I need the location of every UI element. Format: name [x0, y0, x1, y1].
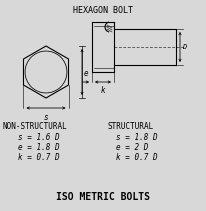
- Text: k = 0.7 D: k = 0.7 D: [115, 153, 157, 162]
- Text: e = 2 D: e = 2 D: [115, 143, 148, 152]
- Text: D: D: [181, 44, 185, 50]
- Text: e = 1.8 D: e = 1.8 D: [18, 143, 59, 152]
- Text: NON-STRUCTURAL: NON-STRUCTURAL: [3, 122, 67, 131]
- Text: k = 0.7 D: k = 0.7 D: [18, 153, 59, 162]
- Text: s = 1.6 D: s = 1.6 D: [18, 133, 59, 142]
- Text: HEXAGON BOLT: HEXAGON BOLT: [73, 6, 132, 15]
- Text: k: k: [100, 86, 105, 95]
- Text: ISO METRIC BOLTS: ISO METRIC BOLTS: [56, 192, 149, 202]
- Text: e: e: [84, 69, 88, 78]
- Text: STRUCTURAL: STRUCTURAL: [108, 122, 153, 131]
- Text: s = 1.8 D: s = 1.8 D: [115, 133, 157, 142]
- Text: s: s: [43, 113, 48, 122]
